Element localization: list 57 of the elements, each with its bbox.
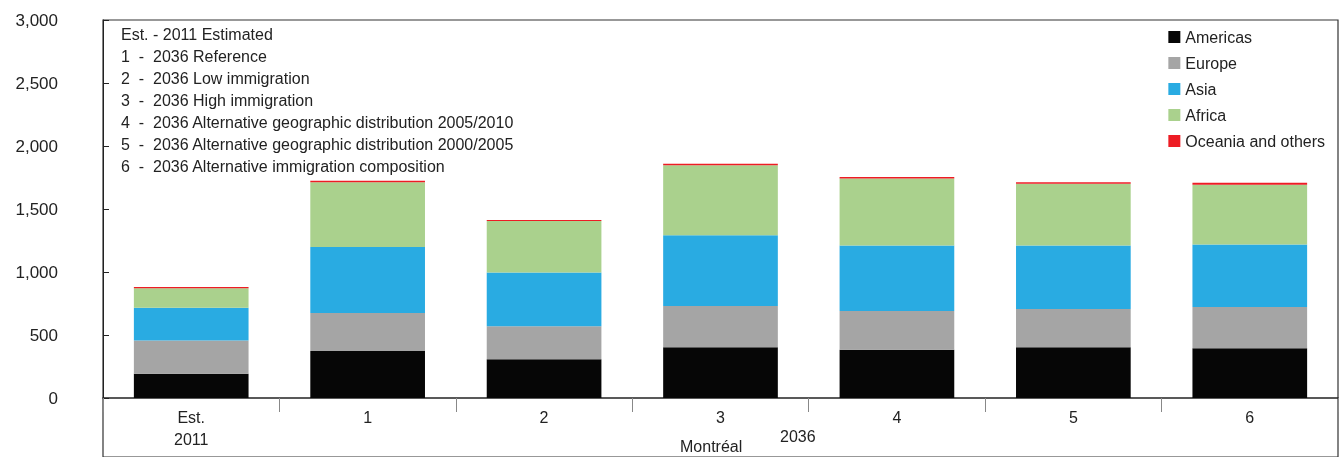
- x-tick-label: 4: [892, 408, 902, 426]
- y-tick-label: 1,000: [15, 262, 58, 282]
- bar: [839, 311, 955, 350]
- legend-label: Americas: [1185, 28, 1253, 46]
- annotation: 2 - 2036 Low immigration: [121, 69, 310, 87]
- bar: [486, 359, 602, 398]
- bar: [663, 347, 778, 398]
- bar: [839, 178, 955, 246]
- y-tick-label: 1,500: [15, 199, 58, 219]
- bar: [1016, 309, 1131, 348]
- bar: [1192, 182, 1308, 185]
- legend-label: Asia: [1185, 80, 1217, 98]
- bar: [486, 272, 602, 327]
- legend-label: Oceania and others: [1185, 132, 1326, 150]
- bar: [133, 288, 249, 308]
- annotation: 1 - 2036 Reference: [121, 47, 267, 65]
- bar: [486, 326, 602, 360]
- bar: [1192, 306, 1308, 349]
- annotation: Est. - 2011 Estimated: [121, 25, 273, 43]
- annotation: 4 - 2036 Alternative geographic distribution 2005/2010: [121, 113, 514, 131]
- bar: [1192, 184, 1308, 245]
- bar: [310, 312, 425, 351]
- bar: [839, 349, 955, 398]
- x-axis-title: Montréal: [680, 437, 743, 455]
- bar: [663, 305, 778, 348]
- bar: [310, 182, 425, 247]
- text: 2036: [780, 427, 816, 445]
- bar: [133, 307, 249, 341]
- bar: [1192, 348, 1308, 398]
- bar: [839, 245, 955, 312]
- y-tick-label: 2,500: [15, 73, 58, 93]
- bar: [1016, 347, 1131, 398]
- x-tick-label: Est. 2011: [174, 408, 209, 448]
- bar: [310, 350, 425, 398]
- y-tick-label: 500: [29, 325, 58, 345]
- bar: [1016, 245, 1131, 310]
- y-tick-label: 2,000: [15, 136, 58, 156]
- bar: [133, 373, 249, 398]
- bar: [663, 165, 778, 236]
- y-tick-label: 3,000: [15, 10, 58, 30]
- bar: [1016, 183, 1131, 246]
- x-tick-label: 3: [716, 408, 726, 426]
- x-tick-label: 1: [363, 408, 373, 426]
- x-tick-label: 2: [539, 408, 549, 426]
- x-tick-label: 5: [1068, 408, 1078, 426]
- x-tick-label: 6: [1245, 408, 1255, 426]
- annotation: 6 - 2036 Alternative immigration composition: [121, 157, 445, 175]
- bar: [133, 340, 249, 374]
- y-tick-label: 0: [48, 388, 58, 408]
- annotation: 3 - 2036 High immigration: [121, 91, 314, 109]
- legend-label: Africa: [1185, 106, 1227, 124]
- bar: [1192, 244, 1308, 307]
- annotation: 5 - 2036 Alternative geographic distribution 2000/2005: [121, 135, 514, 153]
- bar: [663, 235, 778, 306]
- bar: [486, 221, 602, 273]
- legend-label: Europe: [1185, 54, 1238, 72]
- bar: [310, 246, 425, 313]
